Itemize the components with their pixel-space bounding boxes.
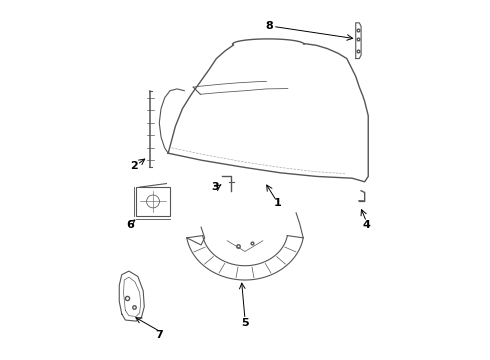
Text: 5: 5 — [241, 318, 249, 328]
Text: 3: 3 — [211, 182, 219, 192]
Bar — [136, 187, 170, 216]
Text: 6: 6 — [126, 220, 134, 230]
Text: 4: 4 — [363, 220, 370, 230]
Text: 2: 2 — [130, 161, 137, 171]
Text: 1: 1 — [273, 198, 281, 208]
Text: 8: 8 — [266, 21, 273, 31]
Text: 7: 7 — [155, 330, 163, 340]
